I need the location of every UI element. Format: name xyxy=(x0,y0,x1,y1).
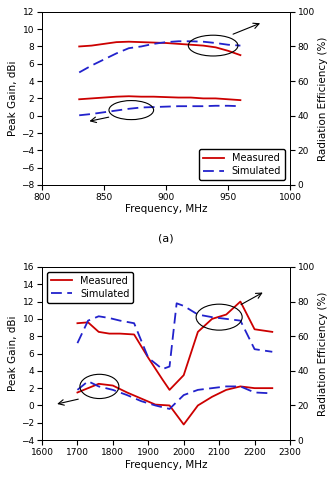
Y-axis label: Radiation Efficiency (%): Radiation Efficiency (%) xyxy=(318,36,328,161)
Legend: Measured, Simulated: Measured, Simulated xyxy=(47,272,133,303)
Y-axis label: Peak Gain, dBi: Peak Gain, dBi xyxy=(8,61,18,136)
X-axis label: Frequency, MHz: Frequency, MHz xyxy=(125,204,207,214)
Text: (a): (a) xyxy=(158,233,174,244)
X-axis label: Frequency, MHz: Frequency, MHz xyxy=(125,460,207,469)
Y-axis label: Peak Gain, dBi: Peak Gain, dBi xyxy=(8,316,18,391)
Legend: Measured, Simulated: Measured, Simulated xyxy=(199,149,285,180)
Y-axis label: Radiation Efficiency (%): Radiation Efficiency (%) xyxy=(318,291,328,416)
